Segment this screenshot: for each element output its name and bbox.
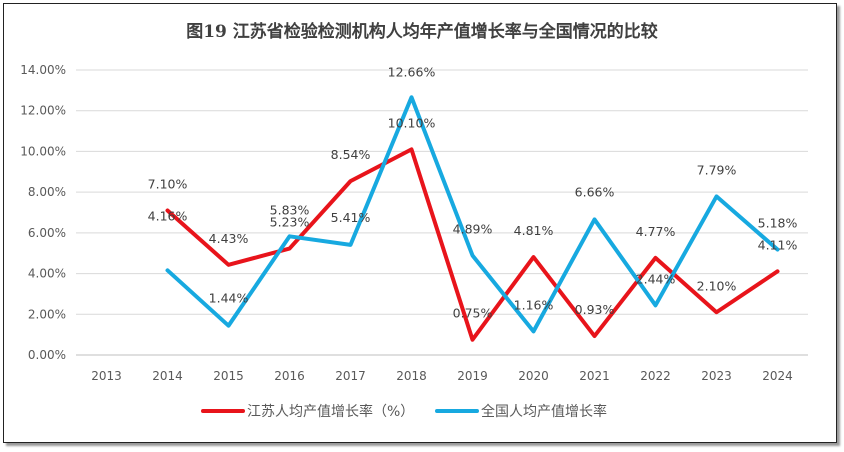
data-label: 7.10% [148, 176, 188, 191]
data-label: 6.66% [575, 184, 615, 199]
x-tick-label: 2014 [152, 369, 183, 383]
y-tick-label: 0.00% [28, 348, 66, 362]
x-tick-label: 2023 [701, 369, 732, 383]
data-label: 1.16% [514, 297, 554, 312]
x-tick-label: 2020 [518, 369, 549, 383]
x-tick-label: 2022 [640, 369, 671, 383]
y-tick-label: 6.00% [28, 226, 66, 240]
legend-label: 全国人均产值增长率 [481, 403, 607, 420]
data-label: 2.10% [697, 278, 737, 293]
legend-label: 江苏人均产值增长率（%） [247, 403, 414, 420]
data-label: 4.43% [209, 231, 249, 246]
data-label: 4.11% [758, 237, 798, 252]
x-tick-label: 2024 [762, 369, 793, 383]
data-label: 1.44% [209, 291, 249, 306]
x-tick-label: 2019 [457, 369, 488, 383]
data-label: 7.79% [697, 162, 737, 177]
y-tick-label: 14.00% [20, 63, 66, 77]
data-label: 0.93% [575, 302, 615, 317]
chart-title: 图19 江苏省检验检测机构人均年产值增长率与全国情况的比较 [186, 22, 658, 42]
data-label: 0.75% [453, 306, 493, 321]
data-label: 5.23% [270, 215, 310, 230]
data-label: 2.44% [636, 271, 676, 286]
data-label: 10.10% [388, 115, 436, 130]
y-tick-label: 4.00% [28, 267, 66, 281]
y-tick-label: 2.00% [28, 307, 66, 321]
y-tick-label: 10.00% [20, 144, 66, 158]
data-label: 4.16% [148, 208, 188, 223]
data-label: 4.89% [453, 221, 493, 236]
x-tick-label: 2018 [396, 369, 427, 383]
series-line-2 [165, 95, 780, 334]
data-label: 8.54% [331, 147, 371, 162]
data-label: 4.81% [514, 223, 554, 238]
series-line-1 [165, 147, 780, 342]
x-tick-label: 2013 [91, 369, 122, 383]
x-tick-label: 2016 [274, 369, 305, 383]
y-tick-label: 12.00% [20, 104, 66, 118]
data-label: 5.18% [758, 216, 798, 231]
x-tick-label: 2015 [213, 369, 244, 383]
x-tick-label: 2017 [335, 369, 366, 383]
y-tick-label: 8.00% [28, 185, 66, 199]
chart-frame [3, 3, 837, 443]
x-tick-label: 2021 [579, 369, 610, 383]
data-label: 4.77% [636, 224, 676, 239]
data-label: 5.41% [331, 210, 371, 225]
data-label: 12.66% [388, 64, 436, 79]
data-label: 5.83% [270, 202, 310, 217]
